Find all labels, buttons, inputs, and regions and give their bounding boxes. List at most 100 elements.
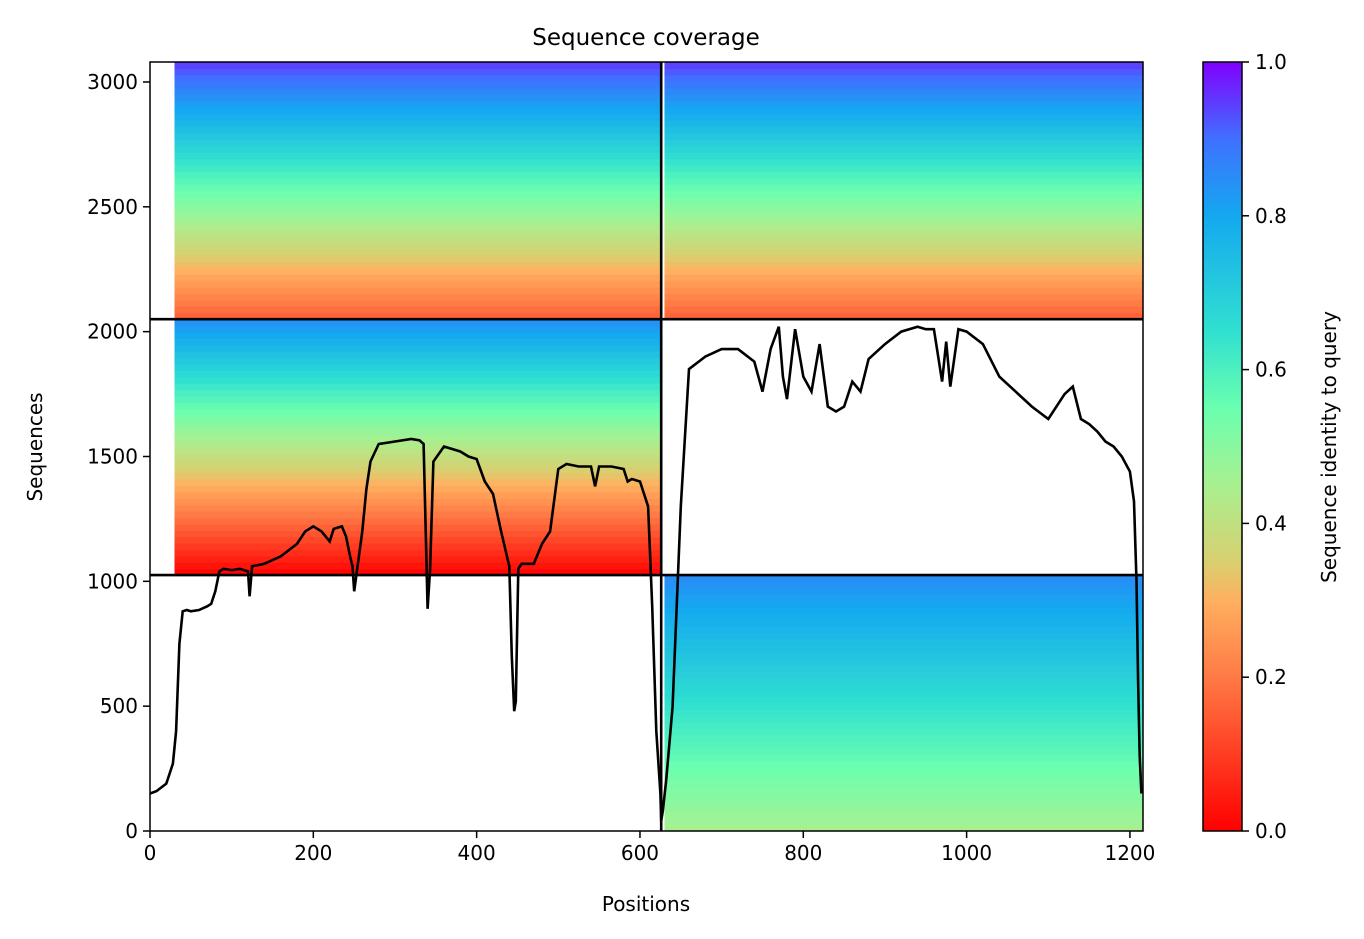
x-tick-label: 200 (294, 841, 332, 865)
heatmap-band (664, 594, 1143, 602)
y-tick-label: 2500 (87, 195, 138, 219)
heatmap-band (664, 107, 1143, 115)
heatmap-band (664, 274, 1143, 282)
heatmap-band (664, 87, 1143, 95)
heatmap-band (664, 293, 1143, 301)
heatmap-band (174, 152, 662, 160)
heatmap-block-paired-chain1 (174, 62, 662, 320)
heatmap-band (174, 523, 662, 531)
heatmap-band (664, 139, 1143, 147)
heatmap-band (174, 383, 662, 391)
heatmap-band (174, 274, 662, 282)
heatmap-band (664, 805, 1143, 813)
y-tick-label: 500 (100, 694, 138, 718)
y-tick-label: 2000 (87, 320, 138, 344)
heatmap-band (664, 639, 1143, 647)
heatmap-band (664, 664, 1143, 672)
y-tick-label: 1500 (87, 444, 138, 468)
coverage-line (150, 325, 1143, 822)
heatmap-band (664, 280, 1143, 288)
colorbar-tick-label: 0.6 (1255, 358, 1287, 382)
heatmap-band (174, 113, 662, 121)
heatmap-block-paired-chain2 (664, 62, 1143, 320)
heatmap-band (664, 158, 1143, 166)
colorbar-tick-label: 0.4 (1255, 511, 1287, 535)
heatmap-band (174, 363, 662, 371)
heatmap-band (664, 683, 1143, 691)
heatmap-band (664, 728, 1143, 736)
heatmap-band (174, 408, 662, 416)
heatmap-band (664, 254, 1143, 262)
heatmap-band (174, 126, 662, 134)
heatmap-block-chain1-only (174, 319, 662, 576)
heatmap-band (174, 459, 662, 467)
heatmap-band (174, 395, 662, 403)
heatmap-band (664, 773, 1143, 781)
heatmap-band (664, 613, 1143, 621)
heatmap-band (174, 145, 662, 153)
chain-boundaries (150, 62, 1143, 831)
heatmap-band (664, 779, 1143, 787)
heatmap-band (174, 517, 662, 525)
colorbar-tick-label: 0.2 (1255, 665, 1287, 689)
heatmap-band (664, 619, 1143, 627)
heatmap-band (664, 587, 1143, 595)
heatmap-band (664, 242, 1143, 250)
heatmap-block-chain2-only (664, 575, 1143, 831)
heatmap-band (664, 299, 1143, 307)
heatmap-band (174, 190, 662, 198)
plot-frame (149, 61, 1144, 832)
heatmap-band (174, 319, 662, 327)
heatmap-band (174, 562, 662, 570)
heatmap-band (174, 479, 662, 487)
heatmap-band (664, 645, 1143, 653)
heatmap-band (174, 100, 662, 108)
heatmap-band (174, 293, 662, 301)
heatmap-band (174, 491, 662, 499)
colorbar: 0.0 0.2 0.4 0.6 0.8 1.0 Sequence identity to … (1202, 50, 1341, 843)
y-tick-label: 3000 (87, 70, 138, 94)
heatmap-band (174, 139, 662, 147)
heatmap-band (664, 632, 1143, 640)
heatmap-band (174, 421, 662, 429)
chart-title: Sequence coverage (532, 25, 760, 51)
heatmap-band (174, 530, 662, 538)
colorbar-tick-label: 0.8 (1255, 204, 1287, 228)
y-tick-label: 0 (125, 819, 138, 843)
x-tick-label: 800 (784, 841, 822, 865)
heatmap-band (174, 68, 662, 76)
heatmap-band (174, 164, 662, 172)
heatmap-band (664, 152, 1143, 160)
heatmap-band (664, 651, 1143, 659)
heatmap-band (664, 184, 1143, 192)
colorbar-gradient (1202, 61, 1243, 832)
heatmap-band (664, 248, 1143, 256)
heatmap-band (664, 132, 1143, 140)
heatmap-band (174, 440, 662, 448)
heatmap-band (174, 209, 662, 217)
x-tick-label: 600 (621, 841, 659, 865)
colorbar-label: Sequence identity to query (1317, 311, 1341, 583)
heatmap-band (664, 312, 1143, 320)
heatmap-band (664, 229, 1143, 237)
heatmap-band (664, 177, 1143, 185)
heatmap-band (664, 126, 1143, 134)
heatmap-band (174, 280, 662, 288)
heatmap-band (664, 261, 1143, 269)
heatmap-band (174, 222, 662, 230)
heatmap-band (174, 184, 662, 192)
heatmap-band (664, 824, 1143, 831)
x-axis: 0 200 400 600 800 1000 1200 (144, 831, 1155, 865)
heatmap-band (664, 209, 1143, 217)
heatmap-band (664, 607, 1143, 615)
heatmap-band (664, 145, 1143, 153)
heatmap-band (664, 235, 1143, 243)
colorbar-ticks: 0.0 0.2 0.4 0.6 0.8 1.0 (1242, 50, 1287, 843)
heatmap-band (664, 62, 1143, 70)
heatmap-band (664, 119, 1143, 127)
heatmap-band (664, 754, 1143, 762)
heatmap-band (664, 799, 1143, 807)
heatmap-band (174, 119, 662, 127)
heatmap-band (664, 190, 1143, 198)
